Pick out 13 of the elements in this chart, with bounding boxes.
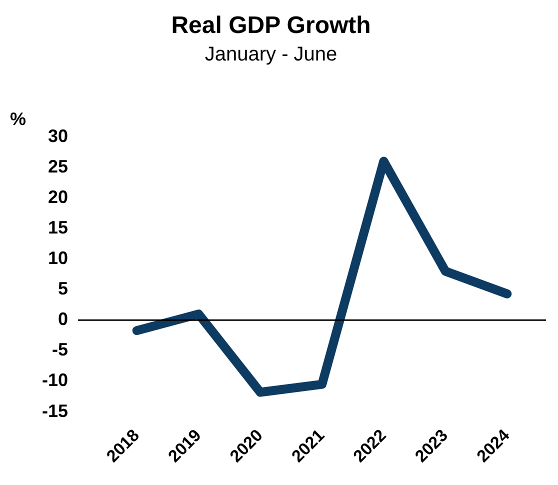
y-tick-label: 5 xyxy=(58,278,68,299)
chart-subtitle: January - June xyxy=(204,43,338,66)
y-tick-label: 20 xyxy=(48,186,68,207)
y-tick-label: 0 xyxy=(58,309,68,330)
y-tick-label: 30 xyxy=(48,126,68,146)
y-tick-label: -15 xyxy=(42,400,68,421)
chart-title: Real GDP Growth xyxy=(171,12,371,40)
y-tick-label: 15 xyxy=(48,217,68,238)
y-tick-label: 25 xyxy=(48,156,68,176)
y-tick-label: 10 xyxy=(48,248,68,268)
y-tick-label: -5 xyxy=(52,340,68,360)
y-tick-label: -10 xyxy=(42,370,68,390)
y-axis-title: % xyxy=(10,108,26,129)
